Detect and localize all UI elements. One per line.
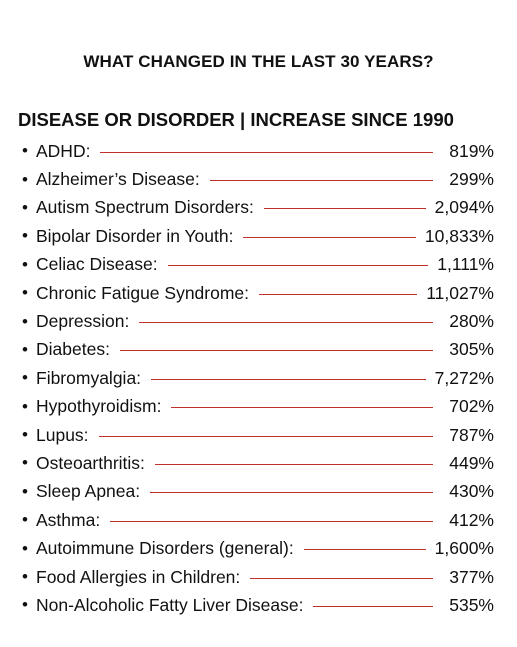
leader-line	[250, 577, 433, 579]
disease-name: Alzheimer’s Disease:	[36, 169, 200, 190]
bullet-icon: •	[22, 567, 28, 587]
increase-value: 7,272%	[434, 367, 494, 388]
increase-value: 10,833%	[424, 225, 494, 246]
disease-name: Asthma:	[36, 509, 101, 530]
leader-line	[150, 492, 433, 494]
disease-name: Sleep Apnea:	[36, 481, 141, 502]
leader-line	[110, 520, 433, 522]
increase-value: 280%	[449, 311, 494, 332]
bullet-icon: •	[22, 283, 28, 303]
increase-value: 430%	[449, 481, 494, 502]
disease-name: Autism Spectrum Disorders:	[36, 197, 254, 218]
disease-name: Hypothyroidism:	[36, 396, 162, 417]
bullet-icon: •	[22, 169, 28, 189]
list-item: • Alzheimer’s Disease: 299%	[22, 165, 494, 193]
disease-name: Food Allergies in Children:	[36, 566, 241, 587]
list-item: • Depression: 280%	[22, 307, 494, 335]
list-item: • Food Allergies in Children: 377%	[22, 563, 494, 591]
list-item: • Autoimmune Disorders (general): 1,600%	[22, 534, 494, 562]
increase-value: 11,027%	[426, 282, 494, 303]
list-item: • Celiac Disease: 1,111%	[22, 251, 494, 279]
list-item: • Chronic Fatigue Syndrome: 11,027%	[22, 279, 494, 307]
increase-value: 787%	[449, 424, 494, 445]
leader-line	[167, 265, 429, 267]
disease-name: Depression:	[36, 311, 130, 332]
disease-name: Autoimmune Disorders (general):	[36, 538, 294, 559]
increase-value: 412%	[449, 509, 494, 530]
table-header: DISEASE OR DISORDER | INCREASE SINCE 199…	[18, 109, 454, 130]
increase-value: 377%	[449, 566, 494, 587]
increase-value: 305%	[449, 339, 494, 360]
leader-line	[209, 180, 433, 182]
leader-line	[154, 463, 433, 465]
bullet-icon: •	[22, 339, 28, 359]
bullet-icon: •	[22, 481, 28, 501]
bullet-icon: •	[22, 510, 28, 530]
bullet-icon: •	[22, 396, 28, 416]
disease-name: Bipolar Disorder in Youth:	[36, 225, 234, 246]
list-item: • ADHD: 819%	[22, 137, 494, 165]
leader-line	[259, 293, 418, 295]
leader-line	[98, 435, 433, 437]
disease-name: Diabetes:	[36, 339, 110, 360]
bullet-icon: •	[22, 226, 28, 246]
page-title: WHAT CHANGED IN THE LAST 30 YEARS?	[83, 52, 434, 71]
leader-line	[313, 605, 433, 607]
disease-name: ADHD:	[36, 140, 91, 161]
list-item: • Fibromyalgia: 7,272%	[22, 364, 494, 392]
leader-line	[100, 151, 433, 153]
list-item: • Osteoarthritis: 449%	[22, 449, 494, 477]
bullet-icon: •	[22, 595, 28, 615]
leader-line	[171, 407, 433, 409]
bullet-icon: •	[22, 538, 28, 558]
list-item: • Non-Alcoholic Fatty Liver Disease: 535%	[22, 591, 494, 619]
bullet-icon: •	[22, 453, 28, 473]
increase-value: 2,094%	[434, 197, 494, 218]
increase-value: 449%	[449, 452, 494, 473]
list-item: • Bipolar Disorder in Youth: 10,833%	[22, 222, 494, 250]
bullet-icon: •	[22, 311, 28, 331]
increase-value: 299%	[449, 169, 494, 190]
bullet-icon: •	[22, 368, 28, 388]
disease-name: Lupus:	[36, 424, 89, 445]
leader-line	[151, 378, 426, 380]
disease-name: Fibromyalgia:	[36, 367, 142, 388]
increase-value: 819%	[449, 140, 494, 161]
increase-value: 1,600%	[434, 538, 494, 559]
list-item: • Sleep Apnea: 430%	[22, 478, 494, 506]
increase-value: 535%	[449, 594, 494, 615]
disease-list: • ADHD: 819% • Alzheimer’s Disease: 299% • Auti…	[22, 137, 494, 620]
bullet-icon: •	[22, 197, 28, 217]
disease-name: Osteoarthritis:	[36, 452, 145, 473]
list-item: • Lupus: 787%	[22, 421, 494, 449]
disease-name: Chronic Fatigue Syndrome:	[36, 282, 250, 303]
increase-value: 702%	[449, 396, 494, 417]
list-item: • Autism Spectrum Disorders: 2,094%	[22, 194, 494, 222]
list-item: • Asthma: 412%	[22, 506, 494, 534]
leader-line	[119, 350, 433, 352]
bullet-icon: •	[22, 254, 28, 274]
leader-line	[243, 236, 416, 238]
leader-line	[139, 322, 433, 324]
bullet-icon: •	[22, 141, 28, 161]
leader-line	[263, 208, 426, 210]
disease-name: Celiac Disease:	[36, 254, 158, 275]
increase-value: 1,111%	[437, 254, 494, 275]
leader-line	[303, 549, 426, 551]
list-item: • Diabetes: 305%	[22, 336, 494, 364]
disease-name: Non-Alcoholic Fatty Liver Disease:	[36, 594, 304, 615]
bullet-icon: •	[22, 425, 28, 445]
list-item: • Hypothyroidism: 702%	[22, 393, 494, 421]
